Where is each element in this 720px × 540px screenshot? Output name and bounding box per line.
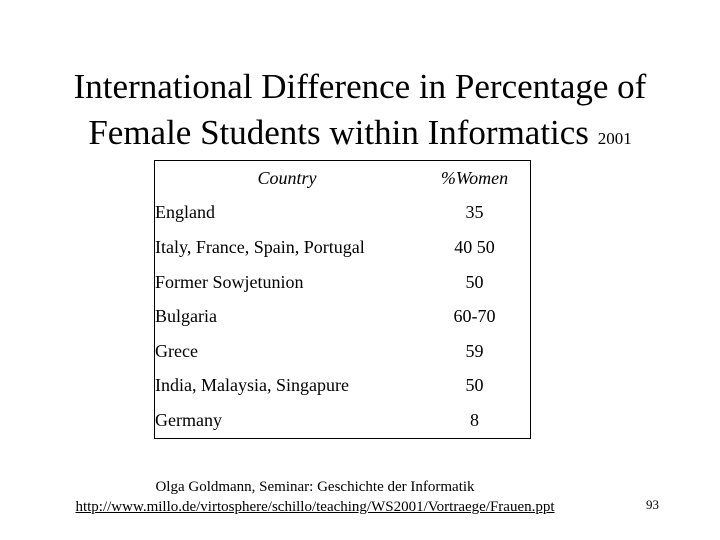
percent-cell: 35 — [465, 202, 484, 223]
percentage-table: Country %Women England 35 Italy, France,… — [154, 160, 531, 439]
table-row: England 35 — [155, 196, 531, 231]
title-line-2: Female Students within Informatics 2001 — [0, 110, 720, 162]
country-cell: Germany — [155, 409, 222, 430]
source-citation: Olga Goldmann, Seminar: Geschichte der I… — [0, 477, 630, 517]
title-line-2-text: Female Students within Informatics — [88, 113, 589, 152]
country-cell: Grece — [155, 340, 198, 361]
country-cell: Former Sowjetunion — [155, 271, 304, 292]
page-number: 93 — [646, 497, 659, 512]
table-row: Italy, France, Spain, Portugal 40 50 — [155, 230, 531, 265]
percent-cell: 8 — [470, 409, 479, 430]
country-header: Country — [257, 167, 317, 188]
country-cell: Italy, France, Spain, Portugal — [155, 236, 365, 257]
table-row: Grece 59 — [155, 334, 531, 369]
table-row: Germany 8 — [155, 403, 531, 438]
percent-cell: 59 — [465, 340, 484, 361]
title-year: 2001 — [597, 129, 632, 148]
percent-cell: 40 50 — [454, 236, 495, 257]
country-cell: India, Malaysia, Singapure — [155, 375, 349, 396]
table-row: Bulgaria 60-70 — [155, 299, 531, 334]
slide-title: International Difference in Percentage o… — [0, 64, 720, 162]
source-author: Olga Goldmann, Seminar: Geschichte der I… — [155, 479, 475, 495]
percent-women-header: %Women — [440, 167, 509, 188]
percent-cell: 50 — [465, 375, 484, 396]
table-row: India, Malaysia, Singapure 50 — [155, 369, 531, 404]
source-link[interactable]: http://www.millo.de/virtosphere/schillo/… — [75, 499, 555, 515]
country-cell: Bulgaria — [155, 306, 217, 327]
percent-cell: 60-70 — [453, 306, 496, 327]
percent-cell: 50 — [465, 271, 484, 292]
country-cell: England — [155, 202, 215, 223]
title-line-1: International Difference in Percentage o… — [73, 67, 647, 106]
table-row: Former Sowjetunion 50 — [155, 265, 531, 300]
table-header-row: Country %Women — [155, 161, 531, 196]
